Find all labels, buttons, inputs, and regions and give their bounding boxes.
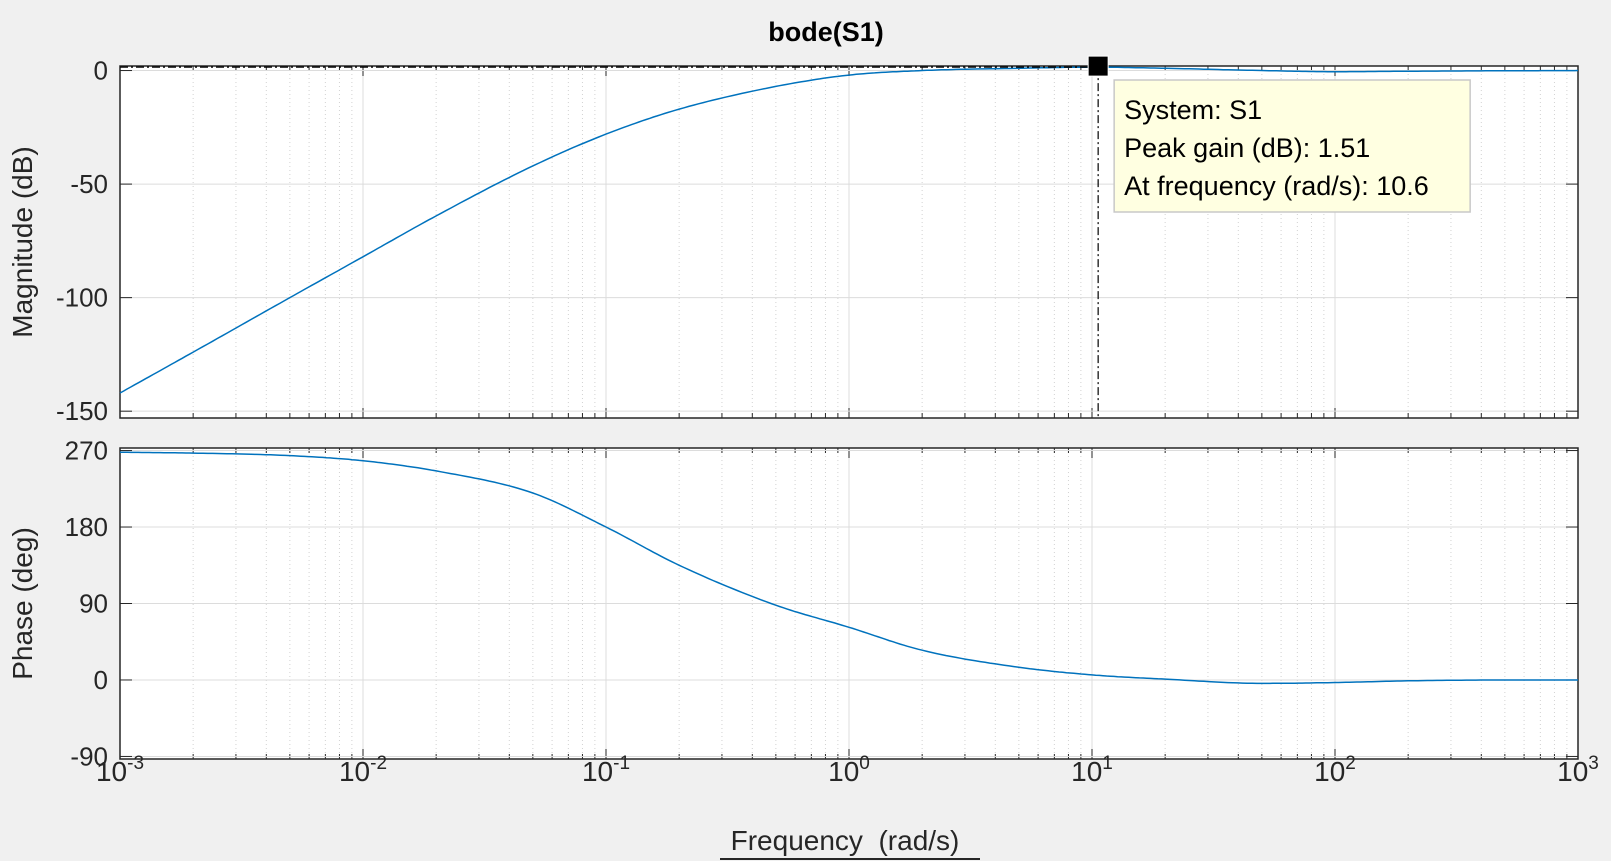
phase-panel[interactable]: 270 180 90 0 -90 Phase (deg)	[7, 436, 1579, 772]
x-tick-label: 100	[828, 753, 870, 787]
y-axis-label: Magnitude (dB)	[7, 146, 38, 337]
y-tick-label: -50	[70, 169, 108, 199]
y-tick-label: -100	[56, 283, 108, 313]
x-tick-labels: 10-3 10-2 10-1 100 101 102 103	[96, 753, 1599, 787]
datatip-line: At frequency (rad/s): 10.6	[1124, 171, 1429, 201]
y-tick-label: -90	[70, 741, 108, 771]
series-line	[119, 451, 1578, 685]
x-tick-label: 101	[1071, 753, 1113, 787]
x-tick-label: 102	[1314, 753, 1356, 787]
chart-title: bode(S1)	[768, 17, 884, 47]
x-tick-label: 103	[1557, 753, 1599, 787]
datatip-line: System: S1	[1124, 95, 1262, 125]
y-tick-label: -150	[56, 396, 108, 426]
y-tick-label: 0	[94, 56, 108, 86]
x-tick-label: 10-2	[339, 753, 387, 787]
x-axis-label: Frequency (rad/s)	[731, 825, 960, 856]
data-tip[interactable]: System: S1 Peak gain (dB): 1.51 At frequen…	[120, 55, 1471, 418]
x-tick-label: 10-3	[96, 753, 144, 787]
x-tick-label: 10-1	[582, 753, 630, 787]
y-tick-label: 180	[65, 512, 108, 542]
datatip-box	[1113, 79, 1471, 213]
y-tick-label: 270	[65, 436, 108, 466]
axes-box	[119, 447, 1579, 760]
y-tick-label: 90	[79, 589, 108, 619]
y-tick-label: 0	[94, 665, 108, 695]
datatip-line: Peak gain (dB): 1.51	[1124, 133, 1370, 163]
axes-box	[119, 65, 1579, 419]
datatip-marker	[1087, 55, 1109, 77]
y-axis-label: Phase (deg)	[7, 527, 38, 680]
series-line	[119, 66, 1579, 394]
